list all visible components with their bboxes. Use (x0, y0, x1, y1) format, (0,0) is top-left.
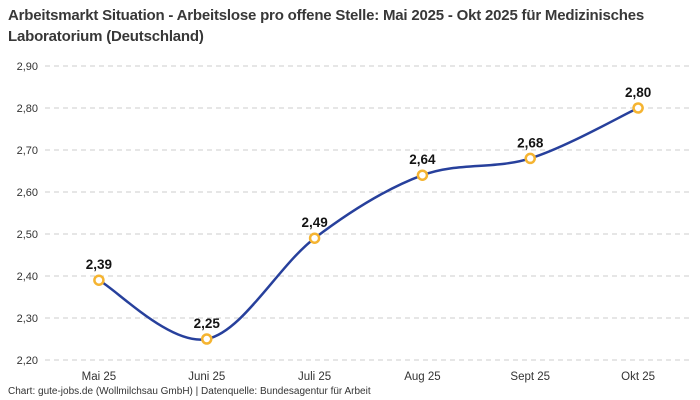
y-axis-tick-labels: 2,20 2,30 2,40 2,50 2,60 2,70 2,80 2,90 (17, 61, 38, 367)
x-tick-label: Aug 25 (404, 371, 440, 383)
data-point-marker (524, 152, 536, 165)
series-line-group (97, 106, 640, 341)
y-tick-label: 2,80 (17, 103, 38, 115)
x-tick-label: Okt 25 (621, 371, 655, 383)
y-tick-label: 2,20 (17, 355, 38, 367)
x-axis-tick-labels: Mai 25 Juni 25 Juli 25 Aug 25 Sept 25 Okt 25 (82, 371, 655, 383)
data-point-marker (308, 232, 321, 244)
y-tick-label: 2,50 (17, 229, 38, 241)
y-tick-label: 2,70 (17, 145, 38, 157)
markers-group (93, 102, 644, 345)
data-point-label: 2,68 (517, 135, 544, 150)
data-point-marker (93, 274, 105, 286)
y-tick-label: 2,60 (17, 187, 38, 199)
chart-title: Arbeitsmarkt Situation - Arbeitslose pro… (8, 7, 645, 45)
y-tick-label: 2,30 (17, 313, 38, 325)
y-tick-label: 2,90 (17, 61, 38, 73)
chart-credit: Chart: gute-jobs.de (Wollmilchsau GmbH) … (8, 386, 371, 397)
x-tick-label: Sept 25 (510, 371, 550, 383)
series-line (97, 106, 640, 341)
data-point-marker (416, 169, 429, 181)
x-tick-label: Mai 25 (82, 371, 117, 383)
y-tick-label: 2,40 (17, 271, 38, 283)
data-point-marker (632, 102, 644, 114)
data-point-label: 2,49 (301, 215, 327, 230)
x-tick-label: Juni 25 (188, 371, 225, 383)
data-point-label: 2,39 (86, 257, 112, 272)
gridlines-group (45, 65, 692, 361)
data-point-marker (201, 333, 213, 345)
data-point-label: 2,25 (194, 316, 221, 331)
x-tick-label: Juli 25 (298, 371, 331, 383)
data-point-label: 2,64 (409, 152, 436, 167)
data-point-label: 2,80 (625, 85, 651, 100)
point-labels-group: 2,39 2,25 2,49 2,64 2,68 2,80 (86, 85, 651, 331)
